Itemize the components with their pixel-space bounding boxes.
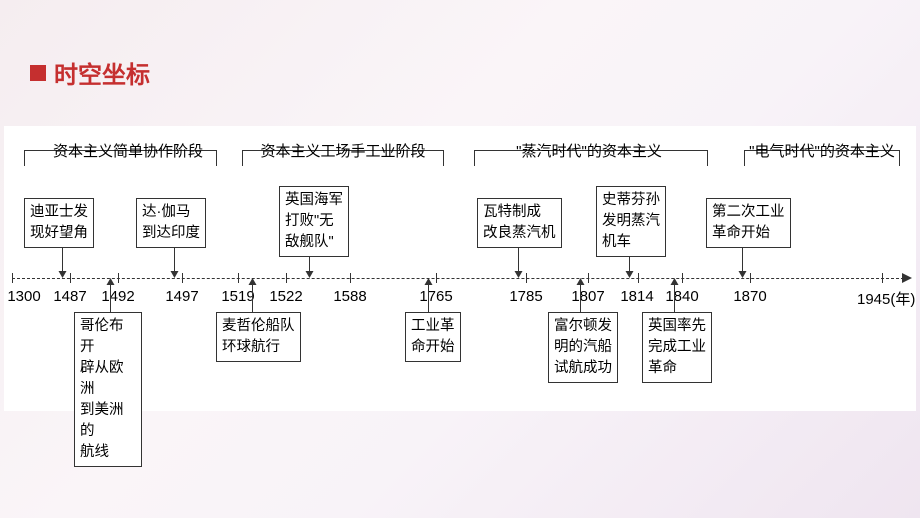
event-text-line: 环球航行 bbox=[222, 337, 295, 358]
arrow-up-icon bbox=[671, 278, 679, 285]
connector-line bbox=[580, 285, 581, 312]
year-label: 1814 bbox=[620, 288, 653, 305]
axis-tick bbox=[588, 273, 589, 283]
event-box: 瓦特制成改良蒸汽机 bbox=[477, 198, 562, 248]
axis-tick bbox=[238, 273, 239, 283]
arrow-down-icon bbox=[515, 271, 523, 278]
event-box: 史蒂芬孙发明蒸汽机车 bbox=[596, 186, 666, 257]
event-text-line: 完成工业 bbox=[648, 337, 706, 358]
event-text-line: 英国海军 bbox=[285, 190, 343, 211]
event-text-line: 革命开始 bbox=[712, 223, 785, 244]
year-label: 1487 bbox=[53, 288, 86, 305]
connector-line bbox=[309, 257, 310, 271]
axis-tick bbox=[750, 273, 751, 283]
connector-line bbox=[518, 248, 519, 271]
event-box: 第二次工业革命开始 bbox=[706, 198, 791, 248]
period-label: 资本主义工场手工业阶段 bbox=[260, 140, 425, 161]
connector-line bbox=[62, 248, 63, 271]
event-text-line: 打败"无 bbox=[285, 211, 343, 232]
connector-line bbox=[428, 285, 429, 312]
arrow-down-icon bbox=[626, 271, 634, 278]
arrow-down-icon bbox=[739, 271, 747, 278]
axis-tick bbox=[286, 273, 287, 283]
year-label: 1870 bbox=[733, 288, 766, 305]
timeline-diagram: 1300 1487 1492 1497 1519 1522 1588 1765 1785 1807… bbox=[4, 126, 916, 411]
axis-tick bbox=[12, 273, 13, 283]
event-text-line: 麦哲伦船队 bbox=[222, 316, 295, 337]
axis-tick bbox=[526, 273, 527, 283]
year-label: 1522 bbox=[269, 288, 302, 305]
year-suffix: 1945(年) bbox=[857, 288, 915, 309]
event-text-line: 工业革 bbox=[411, 316, 455, 337]
year-label: 1492 bbox=[101, 288, 134, 305]
event-text-line: 明的汽船 bbox=[554, 337, 612, 358]
arrow-up-icon bbox=[249, 278, 257, 285]
event-text-line: 到达印度 bbox=[142, 223, 200, 244]
event-box: 富尔顿发明的汽船试航成功 bbox=[548, 312, 618, 383]
connector-line bbox=[252, 285, 253, 312]
event-box: 工业革命开始 bbox=[405, 312, 461, 362]
connector-line bbox=[742, 248, 743, 271]
year-label: 1519 bbox=[221, 288, 254, 305]
arrow-down-icon bbox=[306, 271, 314, 278]
year-label: 1588 bbox=[333, 288, 366, 305]
event-text-line: 命开始 bbox=[411, 337, 455, 358]
event-text-line: 发明蒸汽 bbox=[602, 211, 660, 232]
year-label: 1785 bbox=[509, 288, 542, 305]
year-label: 1840 bbox=[665, 288, 698, 305]
connector-line bbox=[674, 285, 675, 312]
event-text-line: 富尔顿发 bbox=[554, 316, 612, 337]
axis-tick bbox=[682, 273, 683, 283]
axis-tick bbox=[70, 273, 71, 283]
arrow-down-icon bbox=[171, 271, 179, 278]
event-text-line: 敌舰队" bbox=[285, 232, 343, 253]
arrow-up-icon bbox=[107, 278, 115, 285]
event-box: 麦哲伦船队环球航行 bbox=[216, 312, 301, 362]
event-text-line: 到美洲的 bbox=[80, 400, 136, 442]
event-text-line: 第二次工业 bbox=[712, 202, 785, 223]
event-text-line: 达·伽马 bbox=[142, 202, 200, 223]
arrow-up-icon bbox=[577, 278, 585, 285]
axis-tick bbox=[882, 273, 883, 283]
arrow-up-icon bbox=[425, 278, 433, 285]
event-text-line: 航线 bbox=[80, 442, 136, 463]
event-text-line: 机车 bbox=[602, 232, 660, 253]
header-square-icon bbox=[30, 65, 46, 81]
axis-tick bbox=[638, 273, 639, 283]
event-text-line: 现好望角 bbox=[30, 223, 88, 244]
year-label: 1497 bbox=[165, 288, 198, 305]
event-text-line: 试航成功 bbox=[554, 358, 612, 379]
year-label: 1807 bbox=[571, 288, 604, 305]
axis-arrow-icon bbox=[902, 273, 912, 283]
connector-line bbox=[629, 257, 630, 271]
period-label: "电气时代"的资本主义 bbox=[749, 140, 895, 161]
axis-tick bbox=[118, 273, 119, 283]
axis-tick bbox=[350, 273, 351, 283]
event-text-line: 迪亚士发 bbox=[30, 202, 88, 223]
axis-tick bbox=[436, 273, 437, 283]
event-text-line: 改良蒸汽机 bbox=[483, 223, 556, 244]
event-box: 英国率先完成工业革命 bbox=[642, 312, 712, 383]
event-text-line: 史蒂芬孙 bbox=[602, 190, 660, 211]
axis-tick bbox=[182, 273, 183, 283]
event-text-line: 瓦特制成 bbox=[483, 202, 556, 223]
connector-line bbox=[110, 285, 111, 312]
event-text-line: 哥伦布开 bbox=[80, 316, 136, 358]
period-label: 资本主义简单协作阶段 bbox=[53, 140, 203, 161]
page-title: 时空坐标 bbox=[54, 55, 150, 90]
axis-line bbox=[12, 278, 904, 279]
connector-line bbox=[174, 248, 175, 271]
event-text-line: 革命 bbox=[648, 358, 706, 379]
event-box: 哥伦布开辟从欧洲到美洲的航线 bbox=[74, 312, 142, 467]
event-text-line: 英国率先 bbox=[648, 316, 706, 337]
event-box: 达·伽马到达印度 bbox=[136, 198, 206, 248]
event-text-line: 辟从欧洲 bbox=[80, 358, 136, 400]
period-label: "蒸汽时代"的资本主义 bbox=[516, 140, 662, 161]
event-box: 迪亚士发现好望角 bbox=[24, 198, 94, 248]
page-header: 时空坐标 bbox=[0, 0, 920, 90]
arrow-down-icon bbox=[59, 271, 67, 278]
year-label: 1300 bbox=[7, 288, 40, 305]
event-box: 英国海军打败"无敌舰队" bbox=[279, 186, 349, 257]
year-label: 1765 bbox=[419, 288, 452, 305]
